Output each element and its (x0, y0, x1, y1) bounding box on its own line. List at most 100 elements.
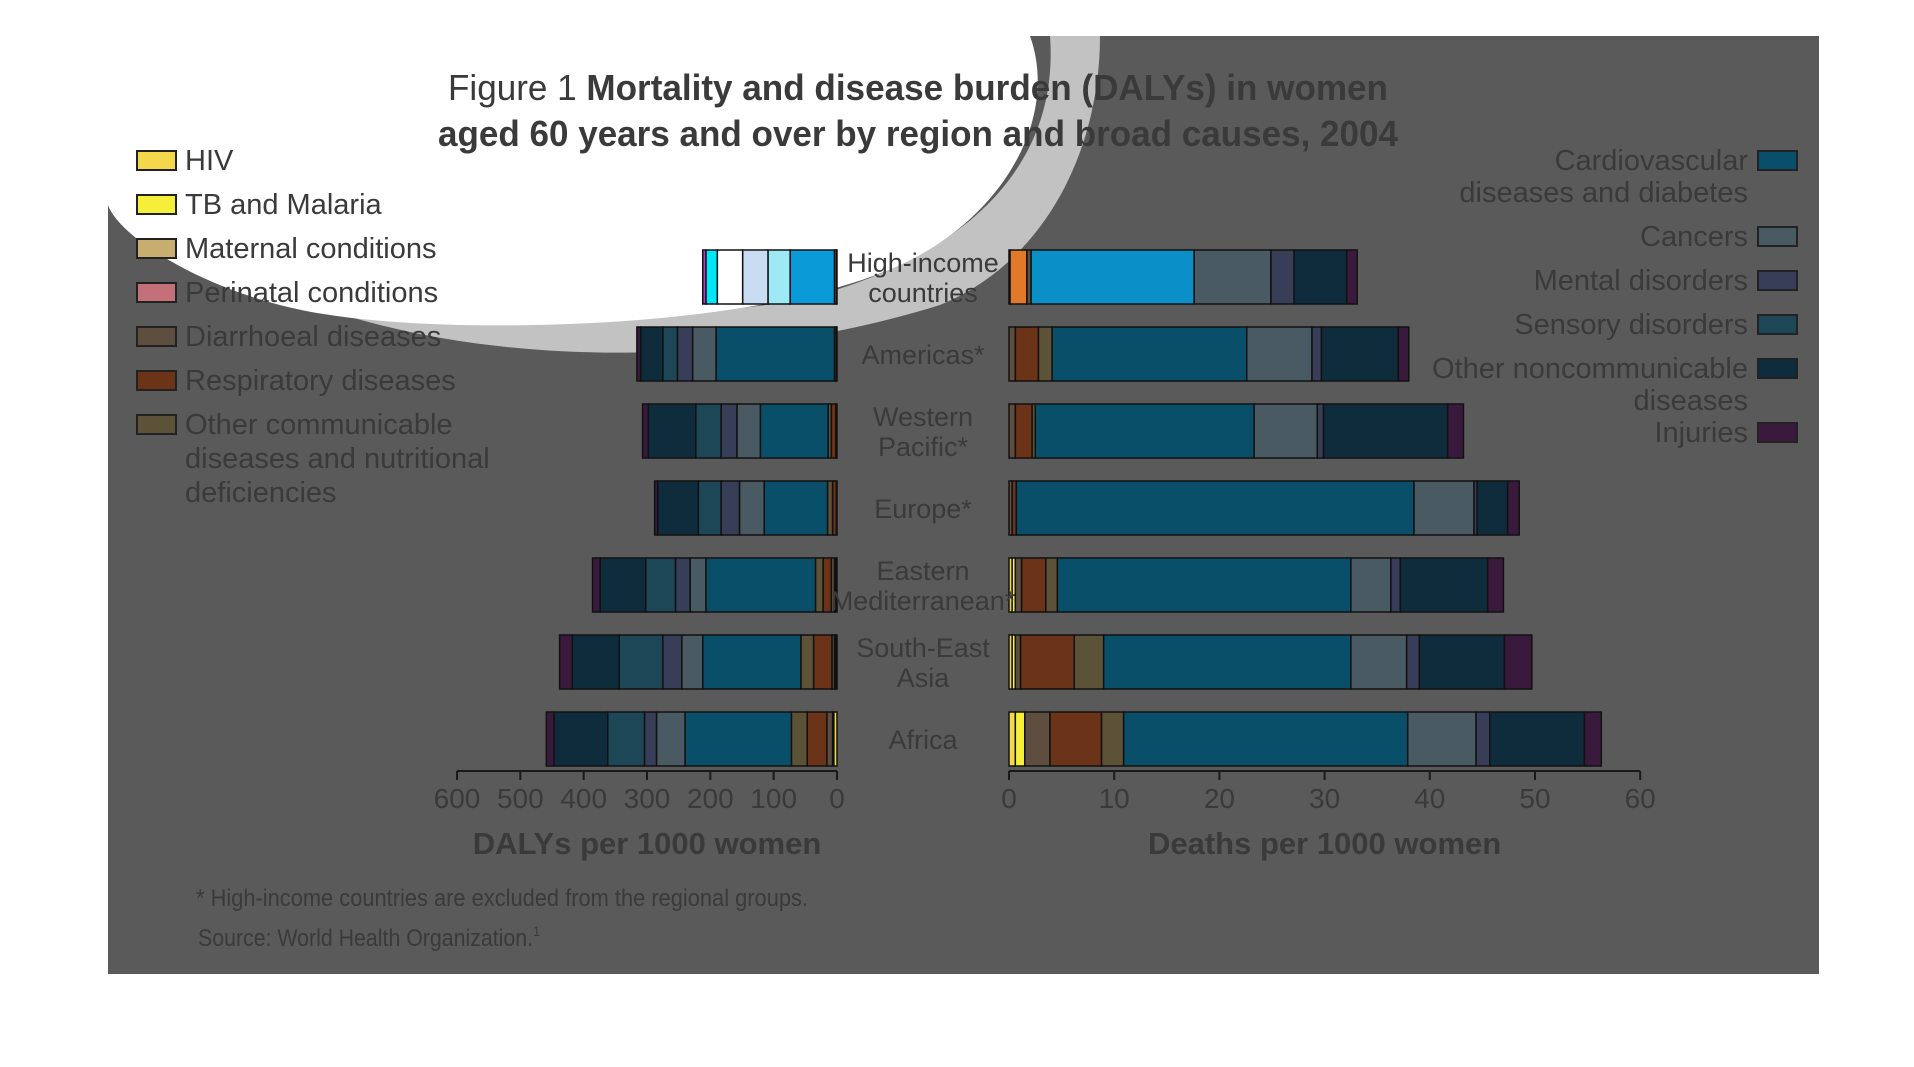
dalys-bar-row2-other-noncommunicable-diseases (639, 326, 664, 382)
legend-right-mental-disorders-swatch (1757, 270, 1798, 291)
deaths-bar-row1-other-noncommunicable-diseases (1293, 249, 1348, 305)
deaths-bar-row4-injuries (1506, 480, 1520, 536)
dalys-bar-row4-sensory-disorders (697, 480, 722, 536)
deaths-bar-row1-respiratory-diseases (1009, 249, 1028, 305)
figure-title-line-1: Figure 1 Mortality and disease burden (D… (448, 67, 1388, 108)
dalys-bar-row3-mental-disorders (720, 403, 738, 459)
dalys-bar-row1-mental-disorders (741, 249, 769, 305)
dalys-bar-row1-cancers (767, 249, 791, 305)
dalys-bar-row5-cardiovascular-diseases-and-diabetes (705, 557, 817, 613)
dalys-tick-label-600: 600 (434, 783, 481, 814)
dalys-tick-label-200: 200 (687, 783, 734, 814)
dalys-bar-row6-other-noncommunicable-diseases (571, 634, 620, 690)
deaths-bar-row6-respiratory-diseases (1019, 634, 1075, 690)
deaths-bar-row5-other-communicable (1045, 557, 1059, 613)
deaths-bar-row5-mental-disorders (1390, 557, 1402, 613)
deaths-bar-row5-cardiovascular-diseases-and-diabetes (1056, 557, 1352, 613)
dalys-bar-row7-other-communicable (790, 711, 808, 767)
dalys-bar-row4-other-noncommunicable-diseases (657, 480, 700, 536)
dalys-bar-row2-injuries (636, 326, 642, 382)
deaths-x-axis-title: Deaths per 1000 women (1148, 826, 1501, 861)
figure-title-prefix: Figure 1 (448, 67, 577, 108)
legend-left-maternal-conditions-label-1: Maternal conditions (185, 233, 436, 265)
region-label-6-line-2: Asia (897, 663, 951, 693)
dalys-bar-row5-injuries (591, 557, 601, 613)
legend-left: HIV TB and Malaria Maternal conditions Peri… (136, 145, 490, 509)
dalys-bar-row1-cardiovascular-diseases-and-diabetes (789, 249, 836, 305)
dalys-bar-row4-other-communicable (826, 480, 834, 536)
deaths-tick-label-30: 30 (1309, 783, 1340, 814)
legend-left-other-communicable-swatch (136, 414, 177, 435)
region-label-5-line-1: Eastern (876, 556, 969, 586)
dalys-bar-row1-injuries (701, 249, 707, 305)
deaths-bar-row5-respiratory-diseases (1020, 557, 1047, 613)
dalys-bar-row4-mental-disorders (720, 480, 741, 536)
legend-left-other-communicable-label-2: diseases and nutritional (185, 443, 490, 475)
legend-left-maternal-conditions-swatch (136, 238, 177, 259)
footnote: * High-income countries are excluded fro… (196, 885, 808, 912)
deaths-tick-label-20: 20 (1204, 783, 1235, 814)
legend-left-perinatal-conditions-label-1: Perinatal conditions (185, 277, 438, 309)
dalys-tick-label-500: 500 (497, 783, 544, 814)
dalys-bar-row5-cancers (689, 557, 707, 613)
deaths-bar-row7-respiratory-diseases (1049, 711, 1103, 767)
deaths-bar-row3-respiratory-diseases (1014, 403, 1033, 459)
legend-left-diarrhoeal-diseases-label-1: Diarrhoeal diseases (185, 321, 441, 353)
dalys-bar-row7-injuries (545, 711, 555, 767)
deaths-bar-row3-cancers (1253, 403, 1318, 459)
deaths-bar-row6-cancers (1350, 634, 1408, 690)
dalys-bar-row3-other-noncommunicable-diseases (647, 403, 697, 459)
deaths-bar-row5-diarrhoeal-diseases (1014, 557, 1023, 613)
dalys-bar-row6-other-communicable (800, 634, 815, 690)
deaths-bar-row3-injuries (1446, 403, 1465, 459)
deaths-bar-row2-diarrhoeal-diseases (1008, 326, 1017, 382)
dalys-bar-row3-cancers (736, 403, 762, 459)
dalys-tick-label-400: 400 (560, 783, 607, 814)
dalys-bar-row6-cardiovascular-diseases-and-diabetes (701, 634, 802, 690)
dalys-bar-row6-cancers (681, 634, 704, 690)
deaths-bar-row2-respiratory-diseases (1014, 326, 1040, 382)
dalys-bar-row4-cardiovascular-diseases-and-diabetes (763, 480, 829, 536)
dalys-bar-row2-cardiovascular-diseases-and-diabetes (715, 326, 836, 382)
dalys-bar-row3-cardiovascular-diseases-and-diabetes (759, 403, 829, 459)
deaths-bar-row1-injuries (1345, 249, 1358, 305)
deaths-bar-row3-mental-disorders (1316, 403, 1325, 459)
deaths-bar-row2-injuries (1397, 326, 1410, 382)
legend-left-diarrhoeal-diseases-swatch (136, 326, 177, 347)
dalys-tick-label-300: 300 (624, 783, 671, 814)
source-superscript: 1 (533, 923, 540, 939)
deaths-bar-row5-other-noncommunicable-diseases (1399, 557, 1489, 613)
legend-right-cardiovascular-diseases-and-diabetes-label-2: diseases and diabetes (1459, 177, 1748, 209)
deaths-bar-row3-other-noncommunicable-diseases (1322, 403, 1449, 459)
source-note: Source: World Health Organization.1 (198, 923, 540, 952)
source-text: Source: World Health Organization. (198, 925, 533, 952)
deaths-bar-row3-diarrhoeal-diseases (1008, 403, 1017, 459)
legend-left-tb-and-malaria-label-1: TB and Malaria (185, 189, 383, 221)
deaths-tick-label-60: 60 (1625, 783, 1656, 814)
figure-title-line-2: aged 60 years and over by region and bro… (438, 113, 1398, 154)
legend-left-hiv-swatch (136, 150, 177, 171)
legend-left-other-communicable-label-1: Other communicable (185, 409, 453, 441)
legend-right-cancers-label-1: Cancers (1640, 221, 1748, 253)
dalys-bar-row5-sensory-disorders (644, 557, 677, 613)
legend-left-other-communicable-label-3: deficiencies (185, 477, 337, 509)
legend-left-respiratory-diseases-swatch (136, 370, 177, 391)
deaths-tick-label-40: 40 (1414, 783, 1445, 814)
legend-right-sensory-disorders-swatch (1757, 314, 1798, 335)
dalys-bar-row2-cancers (691, 326, 717, 382)
deaths-bar-row6-cardiovascular-diseases-and-diabetes (1102, 634, 1352, 690)
dalys-bar-row7-other-noncommunicable-diseases (553, 711, 609, 767)
deaths-bar-row7-diarrhoeal-diseases (1024, 711, 1051, 767)
dalys-bar-row6-sensory-disorders (618, 634, 664, 690)
deaths-bar-row7-cardiovascular-diseases-and-diabetes (1122, 711, 1409, 767)
legend-left-hiv-label-1: HIV (185, 145, 234, 177)
dalys-bar-row5-other-communicable (814, 557, 824, 613)
legend-right-cardiovascular-diseases-and-diabetes-swatch (1757, 150, 1798, 171)
deaths-bar-row2-cardiovascular-diseases-and-diabetes (1051, 326, 1248, 382)
figure-title-main: Mortality and disease burden (DALYs) in … (586, 67, 1388, 108)
deaths-bar-row1-mental-disorders (1270, 249, 1295, 305)
deaths-bar-row7-tb-and-malaria (1014, 711, 1026, 767)
